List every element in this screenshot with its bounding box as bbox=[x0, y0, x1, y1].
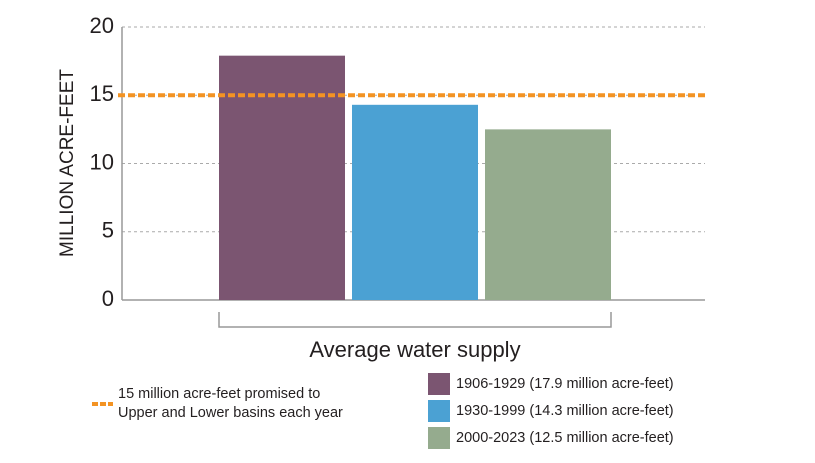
legend-label: 2000-2023 (12.5 million acre-feet) bbox=[456, 430, 674, 446]
bar bbox=[485, 129, 611, 300]
y-tick-label: 5 bbox=[102, 218, 114, 243]
legend-label: 15 million acre-feet promised to bbox=[118, 386, 320, 402]
legend-label: 1930-1999 (14.3 million acre-feet) bbox=[456, 403, 674, 419]
legend-swatch bbox=[428, 400, 450, 422]
y-axis-label: MILLION ACRE-FEET bbox=[57, 69, 78, 257]
bar bbox=[352, 104, 478, 301]
y-tick-label: 10 bbox=[90, 149, 114, 174]
y-tick-label: 15 bbox=[90, 81, 114, 106]
y-tick-label: 20 bbox=[90, 13, 114, 38]
legend-swatch bbox=[428, 373, 450, 395]
legend-label: Upper and Lower basins each year bbox=[118, 405, 343, 421]
legend-swatch bbox=[428, 427, 450, 449]
legend-label: 1906-1929 (17.9 million acre-feet) bbox=[456, 376, 674, 392]
bar bbox=[219, 55, 345, 300]
y-tick-label: 0 bbox=[102, 286, 114, 311]
bracket bbox=[218, 312, 612, 328]
x-category-label: Average water supply bbox=[309, 337, 520, 362]
